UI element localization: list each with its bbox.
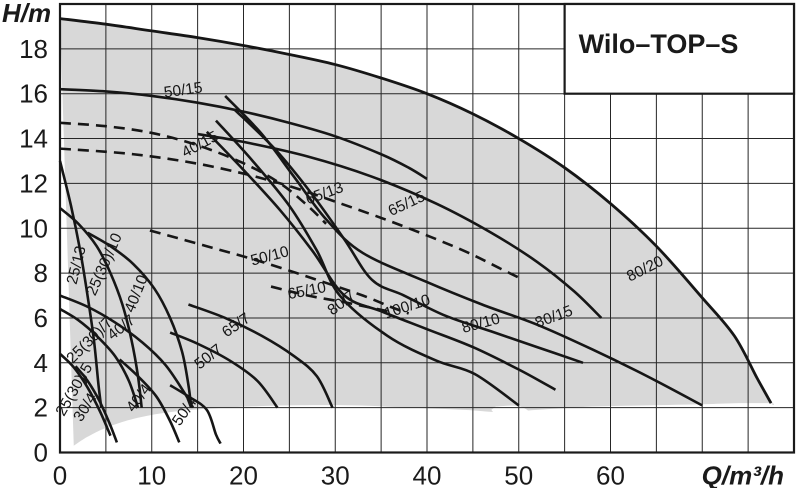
svg-text:60: 60	[596, 461, 625, 489]
svg-text:20: 20	[229, 461, 258, 489]
svg-text:30: 30	[321, 461, 350, 489]
svg-text:2: 2	[34, 393, 48, 423]
svg-text:0: 0	[34, 438, 48, 468]
svg-text:10: 10	[137, 461, 166, 489]
svg-text:40: 40	[413, 461, 442, 489]
svg-text:12: 12	[19, 168, 48, 198]
svg-text:H/m: H/m	[2, 0, 51, 28]
svg-text:Wilo–TOP–S: Wilo–TOP–S	[579, 29, 739, 59]
svg-text:4: 4	[34, 348, 48, 378]
svg-text:18: 18	[19, 34, 48, 64]
svg-text:8: 8	[34, 258, 48, 288]
svg-text:0: 0	[53, 461, 67, 489]
svg-text:10: 10	[19, 213, 48, 243]
svg-text:Q/m³/h: Q/m³/h	[702, 461, 784, 489]
svg-text:50: 50	[504, 461, 533, 489]
svg-text:6: 6	[34, 303, 48, 333]
svg-text:16: 16	[19, 79, 48, 109]
svg-text:14: 14	[19, 124, 48, 154]
